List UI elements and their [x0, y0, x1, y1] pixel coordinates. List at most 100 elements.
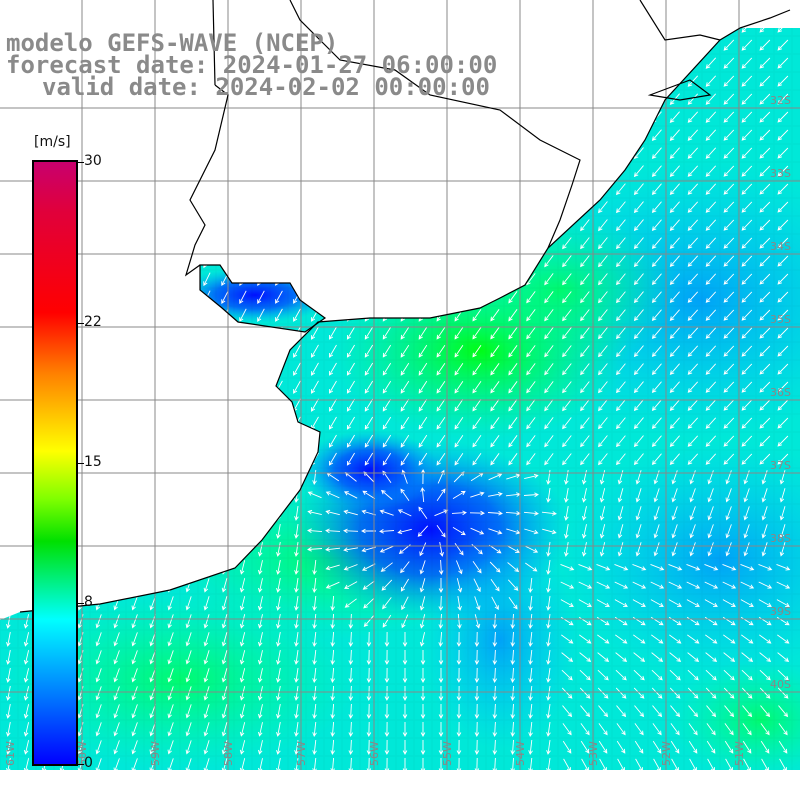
wind-arrow: [508, 57, 518, 70]
wind-arrow: [185, 452, 193, 467]
wind-arrow: [741, 291, 753, 303]
wind-arrow: [5, 380, 12, 395]
wind-arrow: [418, 434, 428, 448]
wind-arrow: [95, 236, 103, 251]
wind-arrow: [544, 345, 554, 358]
wind-arrow: [777, 273, 789, 285]
wind-arrow: [778, 705, 789, 718]
wind-arrow: [528, 649, 533, 665]
wind-arrow: [651, 634, 664, 644]
wind-arrow: [741, 57, 753, 69]
wind-arrow: [418, 344, 428, 358]
wind-arrow: [257, 614, 263, 629]
wind-arrow: [508, 399, 518, 412]
title-forecast-date: forecast date: 2024-01-27 06:00:00: [6, 51, 498, 79]
wind-arrow: [528, 703, 533, 719]
wind-arrow: [77, 254, 85, 269]
wind-arrow: [185, 128, 193, 143]
wind-arrow: [185, 758, 192, 770]
wind-arrow: [131, 578, 138, 593]
wind-arrow: [633, 417, 644, 430]
wind-arrow: [524, 528, 539, 535]
wind-arrow: [113, 632, 120, 647]
wind-arrow: [776, 581, 791, 589]
wind-arrow: [131, 452, 139, 467]
wind-arrow: [239, 146, 247, 161]
wind-arrow: [759, 183, 771, 195]
wind-arrow: [400, 488, 410, 501]
wind-arrow: [614, 581, 629, 589]
wind-arrow: [293, 344, 301, 358]
wind-arrow: [131, 362, 139, 377]
wind-arrow: [598, 399, 608, 412]
wind-arrow: [456, 685, 462, 701]
wind-arrow: [614, 599, 628, 607]
wind-arrow: [508, 201, 518, 214]
wind-arrow: [5, 452, 12, 467]
wind-arrow: [420, 758, 426, 770]
wind-arrow: [546, 560, 551, 575]
wind-arrow: [402, 650, 408, 665]
wind-arrow: [705, 399, 717, 411]
wind-arrow: [633, 111, 644, 124]
wind-arrow: [5, 182, 12, 197]
wind-arrow: [167, 668, 174, 683]
wind-arrow: [759, 327, 771, 339]
wind-arrow: [436, 38, 446, 52]
wind-arrow: [23, 164, 30, 179]
wind-arrow: [759, 165, 771, 177]
wind-arrow: [113, 362, 121, 377]
wind-arrow: [311, 434, 319, 448]
wind-arrow: [562, 399, 572, 412]
wind-arrow: [78, 3, 84, 16]
wind-arrow: [203, 650, 210, 665]
wind-arrow: [113, 758, 120, 770]
wind-arrow: [560, 599, 574, 607]
wind-arrow: [343, 564, 358, 571]
wind-arrow: [311, 326, 319, 340]
wind-arrow: [221, 758, 228, 770]
wind-arrow: [185, 488, 192, 503]
wind-arrow: [113, 434, 121, 449]
wind-arrow: [185, 182, 193, 197]
wind-arrow: [402, 740, 408, 755]
wind-arrow: [704, 599, 718, 607]
wind-arrow: [382, 236, 392, 250]
wind-arrow: [221, 146, 229, 161]
wind-arrow: [616, 327, 626, 340]
wind-arrow: [562, 57, 572, 70]
wind-arrow: [185, 542, 192, 557]
wind-arrow: [95, 614, 102, 629]
wind-arrow: [113, 542, 120, 557]
wind-arrow: [239, 650, 246, 665]
wind-arrow: [348, 739, 354, 755]
wind-arrow: [741, 39, 753, 51]
wind-arrow: [203, 470, 210, 485]
wind-arrow: [329, 344, 337, 358]
wind-arrow: [400, 28, 410, 34]
wind-arrow: [526, 93, 536, 106]
wind-arrow: [472, 147, 482, 160]
wind-arrow: [580, 435, 590, 448]
wind-arrow: [419, 3, 427, 15]
wind-arrow: [723, 399, 735, 411]
wind-arrow: [761, 506, 768, 521]
wind-arrow: [312, 469, 317, 485]
wind-arrow: [616, 363, 626, 376]
wind-arrow: [617, 506, 624, 521]
wind-arrow: [384, 649, 390, 665]
wind-arrow: [330, 685, 335, 701]
wind-arrow: [598, 327, 608, 340]
wind-arrow: [544, 327, 554, 340]
wind-arrow: [329, 128, 337, 142]
wind-arrow: [77, 236, 85, 251]
wind-arrow: [23, 614, 30, 629]
wind-arrow: [510, 667, 515, 683]
wind-arrow: [23, 290, 30, 305]
wind-arrow: [95, 128, 103, 143]
wind-arrow: [418, 218, 428, 232]
wind-arrow: [615, 687, 627, 699]
wind-arrow: [651, 453, 662, 466]
wind-arrow: [275, 434, 283, 448]
wind-arrow: [185, 632, 192, 647]
